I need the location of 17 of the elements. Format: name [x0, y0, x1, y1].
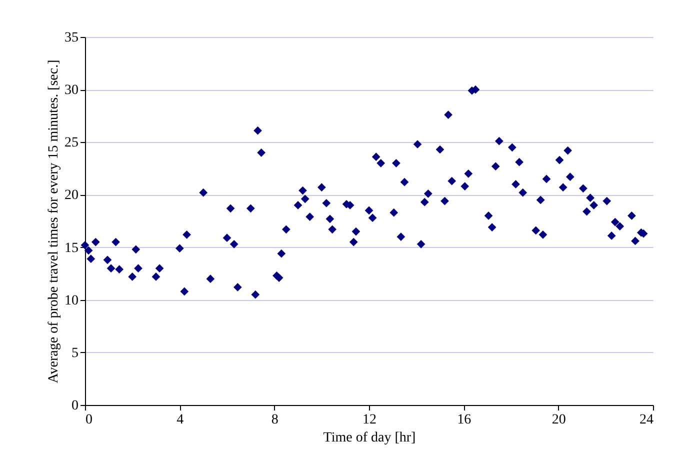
x-tick-label: 16 [457, 412, 472, 428]
x-tick-label: 0 [86, 412, 92, 428]
x-tick-label: 12 [362, 412, 376, 428]
x-tick-label: 20 [552, 412, 566, 428]
x-tick-label: 24 [640, 412, 654, 428]
y-tick-label: 20 [64, 188, 78, 204]
y-tick-label: 0 [72, 398, 78, 414]
y-axis-title: Average of probe travel times for every 15 minutes. [sec.] [46, 60, 62, 384]
x-tick-label: 4 [176, 412, 184, 428]
y-tick-label: 15 [64, 240, 78, 256]
y-tick-label: 10 [64, 293, 78, 308]
y-tick-label: 25 [64, 136, 78, 151]
y-tick-label: 5 [72, 346, 78, 361]
x-tick-label: 8 [271, 412, 278, 428]
x-axis-title: Time of day [hr] [323, 430, 416, 446]
y-tick-label: 30 [64, 83, 78, 98]
y-tick-label: 35 [64, 30, 78, 46]
